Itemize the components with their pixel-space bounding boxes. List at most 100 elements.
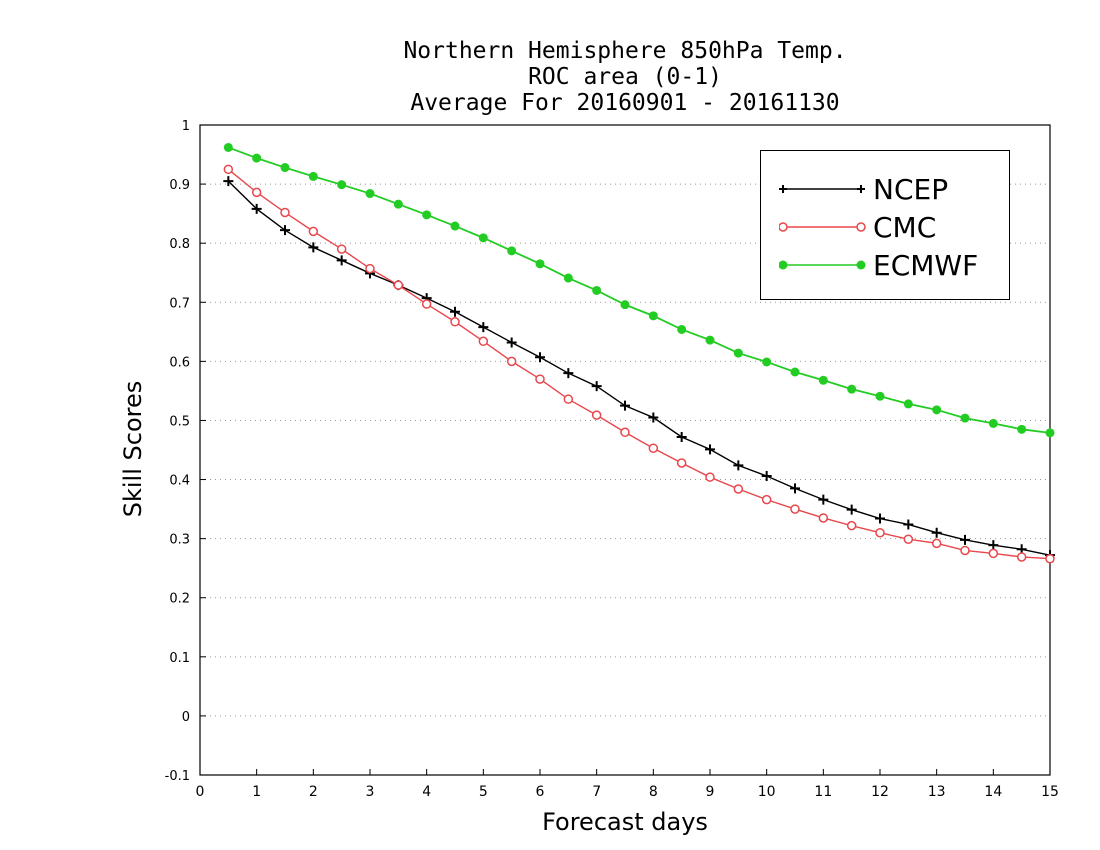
data-point-ecmwf bbox=[422, 210, 432, 220]
data-point-ncep bbox=[988, 540, 999, 551]
data-point-ecmwf bbox=[790, 367, 800, 377]
series-lines bbox=[223, 142, 1055, 564]
data-point-ncep bbox=[761, 471, 772, 481]
legend-swatch-cmc bbox=[779, 222, 866, 232]
data-point-cmc bbox=[1016, 552, 1027, 562]
legend-label-ecmwf: ECMWF bbox=[873, 249, 979, 282]
x-tick-label: 11 bbox=[814, 784, 832, 800]
data-point-ecmwf bbox=[648, 311, 658, 321]
data-point-ncep bbox=[903, 519, 914, 530]
data-point-cmc bbox=[620, 427, 630, 438]
x-tick-label: 15 bbox=[1041, 784, 1059, 800]
data-point-cmc bbox=[393, 280, 404, 290]
data-point-cmc bbox=[705, 472, 715, 482]
data-point-cmc bbox=[676, 458, 687, 468]
y-tick-label: 0.2 bbox=[169, 592, 190, 607]
data-point-ecmwf bbox=[592, 285, 602, 295]
series-line-ecmwf bbox=[228, 146, 1051, 434]
data-point-ncep bbox=[563, 368, 574, 379]
y-tick-label: 0.8 bbox=[169, 237, 190, 252]
data-point-ecmwf bbox=[365, 189, 375, 199]
legend-item-ncep: NCEP bbox=[761, 169, 1011, 209]
data-point-ecmwf bbox=[223, 142, 233, 152]
y-tick-label: 0.7 bbox=[169, 296, 190, 311]
x-tick-label: 0 bbox=[196, 784, 205, 800]
chart-title-line-1: Northern Hemisphere 850hPa Temp. bbox=[403, 38, 847, 64]
legend-label-cmc: CMC bbox=[873, 211, 937, 244]
data-point-ncep bbox=[223, 176, 234, 187]
data-point-ecmwf bbox=[450, 221, 460, 231]
x-tick-label: 4 bbox=[422, 784, 431, 800]
data-point-cmc bbox=[336, 244, 347, 254]
data-point-ncep bbox=[620, 400, 630, 411]
data-point-cmc bbox=[251, 187, 262, 198]
data-point-cmc bbox=[960, 545, 970, 556]
data-point-ncep bbox=[705, 444, 715, 455]
data-point-ncep bbox=[251, 203, 262, 214]
x-tick-label: 1 bbox=[252, 784, 261, 800]
data-point-ecmwf bbox=[705, 335, 715, 345]
legend: NCEP CMC ECMWF bbox=[760, 150, 1010, 300]
data-point-cmc bbox=[846, 520, 857, 531]
data-point-cmc bbox=[563, 394, 574, 404]
data-point-ncep bbox=[280, 225, 290, 236]
data-point-ncep bbox=[960, 534, 970, 545]
data-point-cmc bbox=[478, 336, 489, 347]
data-point-cmc bbox=[818, 513, 829, 523]
data-point-ecmwf bbox=[620, 300, 630, 310]
y-tick-label: 0.9 bbox=[169, 178, 190, 193]
series-ncep bbox=[223, 176, 1055, 561]
series-line-ncep bbox=[227, 180, 1051, 556]
data-point-cmc bbox=[988, 548, 999, 559]
series-cmc bbox=[223, 164, 1055, 564]
data-point-cmc bbox=[733, 484, 744, 494]
y-tick-label: 0.5 bbox=[169, 414, 190, 429]
data-point-cmc bbox=[223, 164, 234, 175]
data-point-cmc bbox=[761, 494, 772, 505]
data-point-ncep bbox=[818, 494, 829, 505]
data-point-ecmwf bbox=[337, 180, 347, 190]
plot-frame bbox=[199, 124, 1051, 776]
data-point-cmc bbox=[648, 443, 659, 453]
data-point-ncep bbox=[450, 306, 460, 317]
data-point-ncep bbox=[478, 322, 489, 333]
data-point-ncep bbox=[506, 337, 517, 348]
x-tick-label: 13 bbox=[928, 784, 946, 800]
y-tick-label: 0 bbox=[182, 710, 190, 725]
data-point-cmc bbox=[535, 374, 545, 384]
data-point-cmc bbox=[591, 410, 602, 420]
data-point-ecmwf bbox=[507, 246, 517, 256]
axis-ticks: -0.100.10.20.30.40.50.60.70.80.910 1 2 3 4 5 6… bbox=[165, 119, 1059, 800]
data-point-ecmwf bbox=[903, 399, 913, 409]
x-tick-label: 12 bbox=[871, 784, 889, 800]
data-point-ecmwf bbox=[535, 259, 545, 269]
data-point-ecmwf bbox=[677, 324, 687, 334]
data-point-cmc bbox=[875, 527, 885, 538]
data-point-ecmwf bbox=[478, 233, 488, 243]
data-point-ncep bbox=[790, 483, 800, 494]
chart-title-line-2: ROC area (0-1) bbox=[528, 64, 722, 90]
data-point-cmc bbox=[365, 263, 375, 274]
x-tick-label: 7 bbox=[592, 784, 601, 800]
data-point-ecmwf bbox=[733, 348, 743, 358]
series-line-cmc bbox=[227, 168, 1051, 560]
data-point-ncep bbox=[336, 255, 347, 266]
data-point-cmc bbox=[280, 207, 290, 218]
legend-swatch-ncep bbox=[779, 185, 865, 193]
data-point-ncep bbox=[875, 513, 885, 524]
data-point-ecmwf bbox=[308, 171, 318, 181]
data-point-cmc bbox=[790, 504, 800, 514]
x-tick-label: 10 bbox=[758, 784, 776, 800]
data-point-ecmwf bbox=[762, 357, 772, 367]
data-point-ncep bbox=[733, 460, 744, 471]
x-tick-label: 8 bbox=[649, 784, 658, 800]
data-point-ecmwf bbox=[393, 199, 403, 209]
data-point-ncep bbox=[591, 381, 602, 392]
data-point-cmc bbox=[450, 317, 460, 327]
legend-swatch-ecmwf bbox=[779, 260, 866, 270]
data-point-ecmwf bbox=[847, 384, 857, 394]
x-tick-label: 9 bbox=[706, 784, 715, 800]
data-point-cmc bbox=[308, 226, 319, 237]
data-point-ecmwf bbox=[875, 391, 885, 401]
